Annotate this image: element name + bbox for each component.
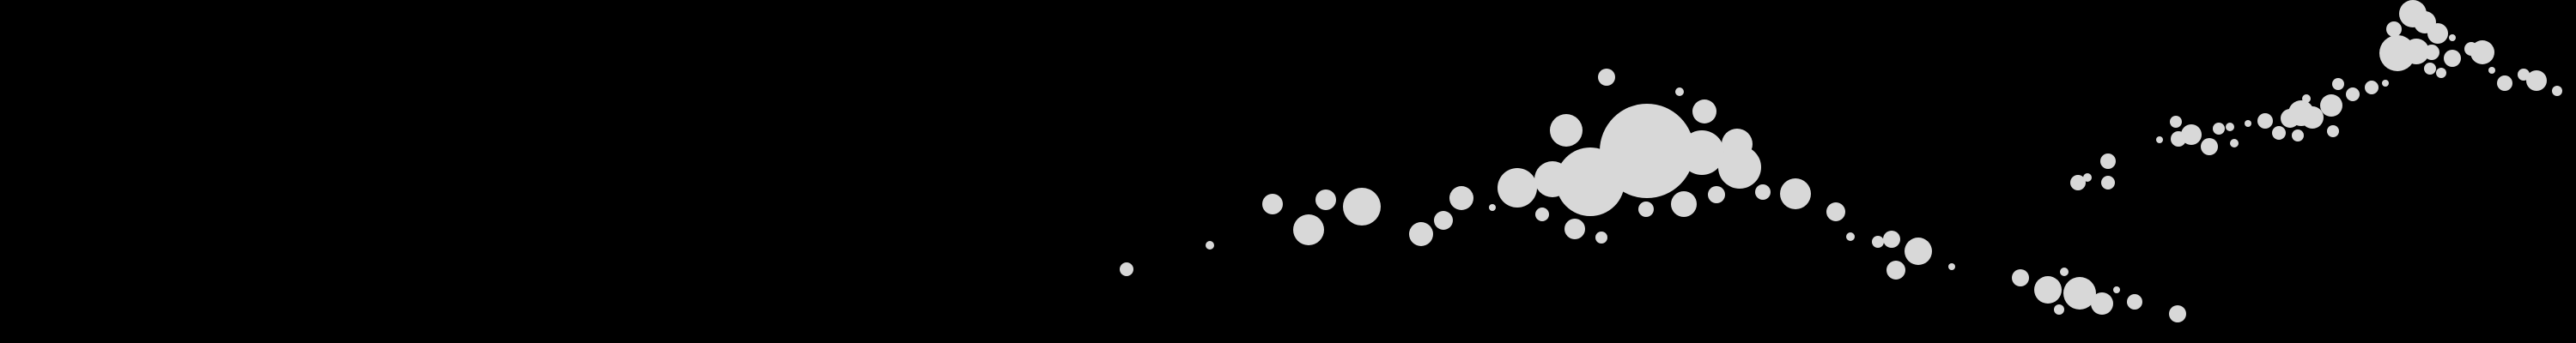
bubble bbox=[2449, 34, 2456, 41]
bubble bbox=[1692, 99, 1716, 123]
bubble bbox=[2063, 277, 2096, 310]
bubble bbox=[1883, 231, 1900, 248]
bubble bbox=[1600, 104, 1694, 198]
bubble bbox=[2060, 268, 2069, 276]
bubble bbox=[1206, 241, 1214, 250]
bubble bbox=[2170, 116, 2182, 128]
bubble bbox=[2488, 67, 2495, 74]
bubble bbox=[2100, 153, 2116, 169]
bubble bbox=[1434, 211, 1453, 230]
bubble bbox=[2427, 23, 2448, 44]
bubble bbox=[2365, 81, 2379, 94]
bubble bbox=[2012, 269, 2029, 286]
bubble bbox=[1343, 188, 1381, 226]
bubble bbox=[1262, 194, 1283, 214]
bubble bbox=[2424, 45, 2439, 60]
bubble bbox=[2127, 294, 2142, 310]
bubble bbox=[1846, 232, 1855, 241]
bubble bbox=[1826, 202, 1845, 221]
bubble bbox=[2070, 175, 2086, 190]
bubble bbox=[2272, 126, 2286, 140]
bubble bbox=[1535, 208, 1549, 221]
bubble bbox=[2436, 68, 2446, 78]
bubble bbox=[2382, 80, 2389, 87]
bubble bbox=[2518, 69, 2530, 81]
bubble bbox=[2526, 70, 2547, 91]
bubble bbox=[2054, 304, 2064, 315]
bubble bbox=[2552, 86, 2562, 96]
bubble bbox=[1680, 130, 1724, 175]
bubble bbox=[1708, 186, 1725, 203]
bubble bbox=[2201, 138, 2218, 155]
bubble bbox=[2444, 50, 2461, 67]
bubble bbox=[2403, 39, 2429, 64]
bubble bbox=[2113, 286, 2120, 293]
bubble bbox=[1638, 202, 1654, 217]
bubble bbox=[2181, 124, 2202, 145]
bubble bbox=[2424, 63, 2436, 75]
bubble bbox=[1671, 191, 1697, 217]
bubble bbox=[1409, 222, 1433, 246]
bubble bbox=[1948, 263, 1955, 270]
bubble bbox=[2320, 94, 2342, 117]
bubble bbox=[2213, 123, 2225, 135]
bubble bbox=[1886, 261, 1905, 280]
bubble bbox=[1755, 184, 1771, 200]
bubble bbox=[2101, 176, 2115, 190]
bubble bbox=[2327, 125, 2339, 137]
bubble bbox=[1498, 168, 1537, 208]
bubble bbox=[2083, 173, 2092, 182]
bubble bbox=[1595, 232, 1607, 244]
bubble bbox=[2301, 106, 2324, 129]
bubble bbox=[2292, 129, 2304, 141]
bubble bbox=[1315, 190, 1336, 210]
bubble bbox=[1718, 146, 1761, 189]
bubble bbox=[1905, 238, 1932, 265]
bubble-group bbox=[1120, 0, 2562, 322]
bubble bbox=[1449, 186, 1473, 210]
bubble bbox=[2346, 87, 2360, 101]
bubble bbox=[1120, 262, 1133, 276]
bubble bbox=[1675, 87, 1684, 96]
bubble bbox=[2497, 75, 2512, 91]
bubble bbox=[2156, 136, 2163, 143]
bubble bbox=[1872, 236, 1884, 248]
bubble bbox=[2470, 40, 2494, 64]
bubble bbox=[2230, 139, 2239, 147]
bubble bbox=[2226, 123, 2234, 131]
bubble bbox=[1780, 178, 1811, 209]
bubble bbox=[1293, 214, 1324, 245]
bubble bbox=[2332, 78, 2344, 90]
bubble bbox=[2245, 120, 2251, 127]
bubble bbox=[2302, 94, 2311, 103]
bubble bbox=[1550, 114, 1583, 147]
bubble bbox=[1564, 219, 1585, 239]
bubble bbox=[2386, 21, 2402, 37]
bubble bbox=[2091, 292, 2113, 315]
bubble bbox=[2257, 113, 2273, 129]
bubble bbox=[1489, 204, 1496, 211]
bubble bbox=[2169, 305, 2186, 322]
bubble bbox=[1598, 69, 1615, 86]
bubble bbox=[2034, 276, 2062, 304]
